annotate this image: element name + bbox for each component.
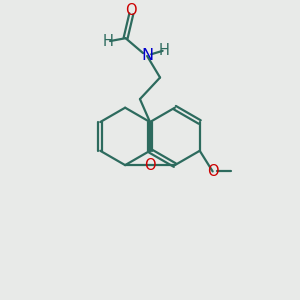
Text: H: H: [159, 43, 170, 58]
Text: O: O: [207, 164, 218, 179]
Text: H: H: [102, 34, 113, 49]
Text: O: O: [125, 3, 137, 18]
Text: O: O: [144, 158, 156, 172]
Text: N: N: [141, 49, 153, 64]
